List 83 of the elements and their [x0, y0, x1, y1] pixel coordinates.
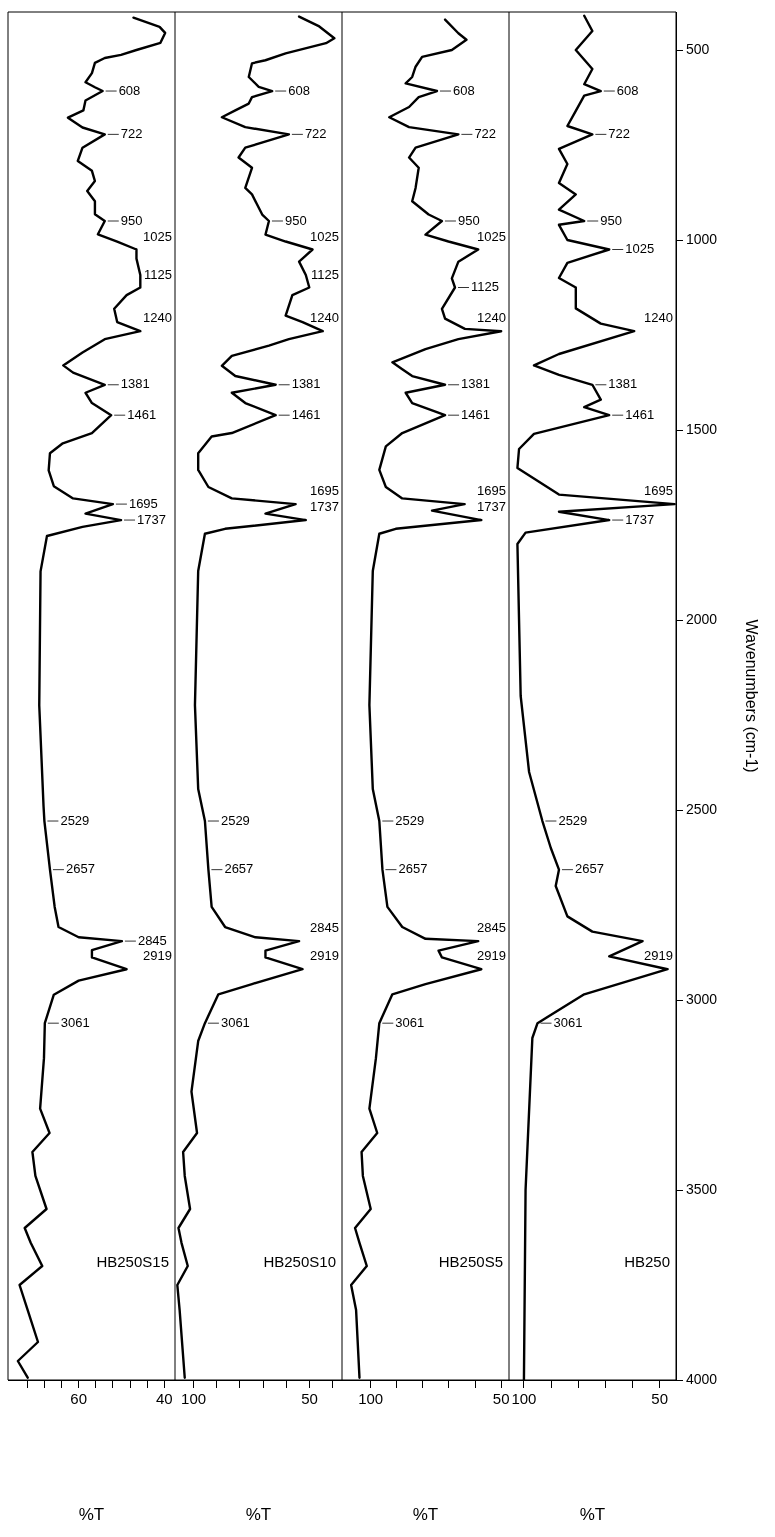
text: HB250 [624, 1253, 670, 1271]
annotation: 1737 [137, 511, 166, 527]
annotation: 2657 [398, 861, 428, 877]
annotation: 1125 [144, 266, 173, 282]
annotation: 722 [120, 125, 143, 141]
annotation: 1461 [461, 406, 490, 422]
y-tick-label: 1500 [686, 420, 718, 437]
annotation: 2657 [65, 861, 95, 877]
x-tick-label: 100 [358, 1390, 384, 1408]
annotation: 2845 [477, 920, 506, 936]
annotation: 1025 [625, 241, 655, 257]
annotation: 3061 [553, 1014, 583, 1030]
annotation: 1125 [311, 266, 340, 282]
annotation: 2845 [137, 932, 167, 948]
annotation: 1125 [470, 279, 499, 295]
annotation: 1737 [477, 499, 506, 515]
y-axis-title: Wavenumbers (cm-1) [742, 619, 760, 773]
y-tick-label: 500 [686, 40, 710, 57]
annotation: 1695 [644, 483, 673, 499]
x-tick-label: 50 [492, 1390, 510, 1408]
annotation: 1025 [143, 228, 172, 244]
annotation: 1025 [310, 228, 339, 244]
annotation: 722 [474, 125, 497, 141]
annotation: 2529 [395, 812, 425, 828]
x-axis-title: %T [412, 1505, 439, 1525]
annotation: 2529 [60, 812, 90, 828]
x-tick-label: 100 [511, 1390, 537, 1408]
y-tick-label: 1000 [686, 230, 718, 247]
annotation: 3061 [60, 1014, 90, 1030]
text: HB250S5 [438, 1253, 503, 1271]
annotation: 1695 [310, 483, 339, 499]
annotation: 1461 [291, 406, 321, 422]
annotation: 1695 [477, 483, 506, 499]
x-axis-title: %T [78, 1505, 105, 1525]
annotation: 1737 [310, 499, 339, 515]
annotation: 1240 [143, 310, 172, 326]
annotation: 608 [452, 82, 475, 98]
y-tick-label: 2500 [686, 800, 718, 817]
x-tick-label: 50 [651, 1390, 669, 1408]
annotation: 950 [457, 212, 480, 228]
annotation: 1381 [120, 376, 150, 392]
text: HB250S15 [96, 1253, 169, 1271]
annotation: 1025 [477, 228, 506, 244]
annotation: 1737 [625, 511, 655, 527]
annotation: 2657 [224, 861, 254, 877]
x-tick-label: 60 [70, 1390, 87, 1408]
annotation: 608 [288, 82, 310, 98]
annotation: 722 [304, 125, 327, 141]
annotation: 2919 [143, 948, 172, 964]
annotation: 1240 [644, 310, 673, 326]
annotation: 2529 [558, 812, 588, 828]
annotation: 1240 [477, 310, 506, 326]
x-tick-label: 100 [181, 1390, 207, 1408]
annotation: 1381 [461, 376, 490, 392]
x-axis-title: %T [245, 1505, 272, 1525]
text: HB250S10 [263, 1253, 336, 1271]
annotation: 2657 [574, 861, 604, 877]
annotation: 3061 [220, 1014, 250, 1030]
annotation: 608 [118, 82, 141, 98]
annotation: 2919 [644, 948, 673, 964]
annotation: 2919 [310, 948, 339, 964]
x-tick-label: 40 [155, 1390, 173, 1408]
annotation: 1461 [625, 406, 655, 422]
annotation: 722 [608, 125, 631, 141]
x-axis-title: %T [579, 1505, 606, 1525]
x-tick-label: 50 [301, 1390, 318, 1408]
annotation: 1240 [310, 310, 339, 326]
annotation: 950 [284, 212, 307, 228]
annotation: 1381 [291, 376, 321, 392]
annotation: 950 [600, 212, 622, 228]
annotation: 1695 [128, 495, 158, 511]
annotation: 1381 [608, 376, 638, 392]
y-tick-label: 4000 [686, 1370, 718, 1387]
annotation: 2529 [220, 812, 250, 828]
y-tick-label: 3500 [686, 1180, 718, 1197]
y-tick-label: 3000 [686, 990, 718, 1007]
annotation: 2845 [310, 920, 339, 936]
annotation: 2919 [477, 948, 506, 964]
annotation: 950 [120, 212, 143, 228]
y-tick-label: 2000 [686, 610, 718, 627]
annotation: 1461 [127, 406, 157, 422]
annotation: 3061 [395, 1014, 425, 1030]
annotation: 608 [616, 82, 639, 98]
